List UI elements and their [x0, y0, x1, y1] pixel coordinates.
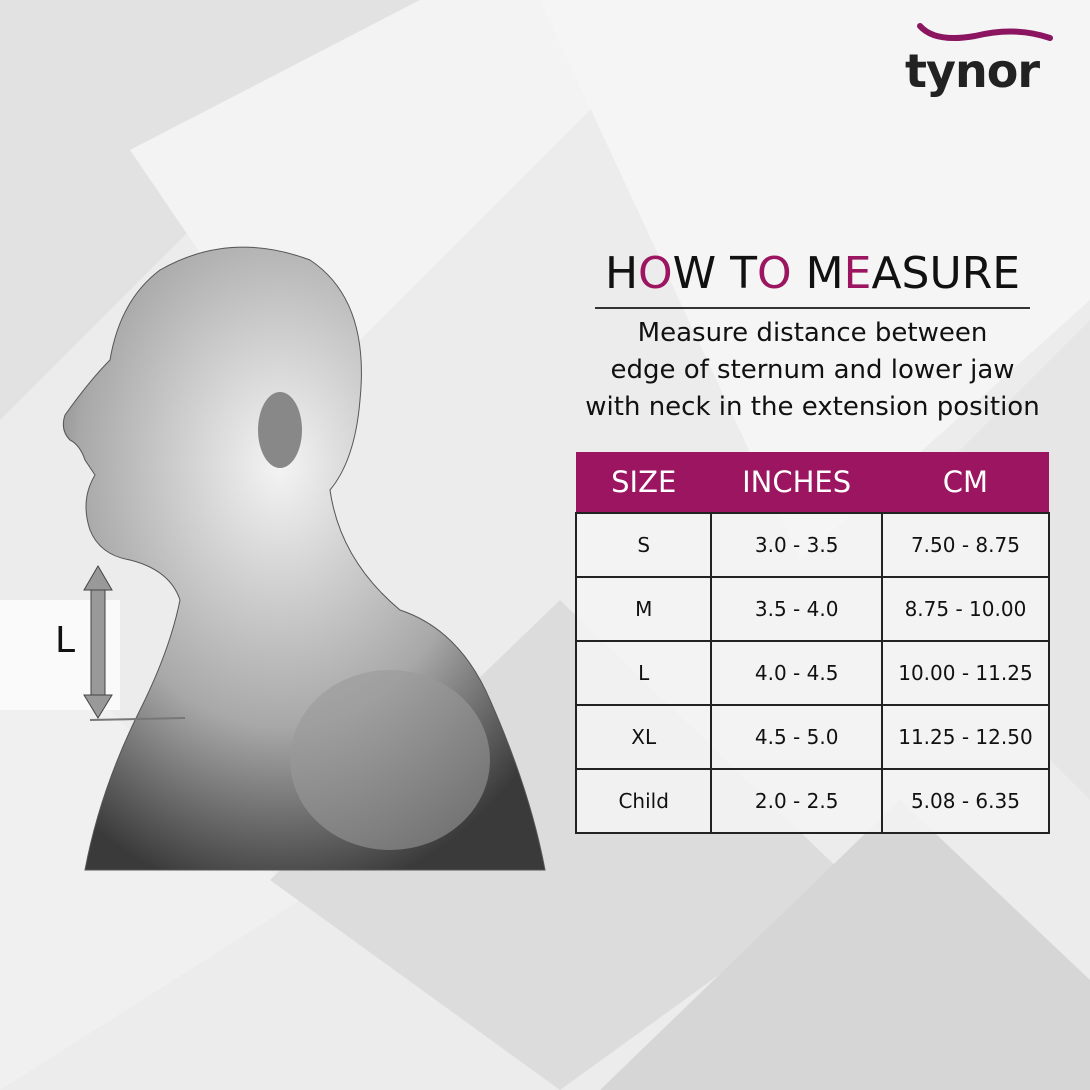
header-size: SIZE	[576, 452, 712, 513]
cell-inches: 2.0 - 2.5	[710, 768, 883, 834]
cell-inches: 3.5 - 4.0	[710, 576, 883, 642]
instruction-line: with neck in the extension position	[585, 392, 1040, 422]
title-segment-accent: O	[757, 248, 792, 299]
header-cm: CM	[881, 452, 1049, 513]
title-divider	[595, 307, 1030, 309]
size-chart-table: SIZE INCHES CM S 3.0 - 3.5 7.50 - 8.75 M 3.…	[574, 452, 1051, 834]
cell-inches: 4.0 - 4.5	[710, 640, 883, 706]
cell-size: M	[574, 576, 713, 642]
head-illustration	[62, 246, 546, 871]
cell-size: XL	[574, 704, 713, 770]
cell-cm: 7.50 - 8.75	[880, 512, 1051, 578]
logo-swoosh-icon	[917, 23, 1053, 41]
instruction-line: Measure distance between	[637, 318, 988, 348]
table-row: L 4.0 - 4.5 10.00 - 11.25	[574, 640, 1051, 706]
cell-cm: 11.25 - 12.50	[880, 704, 1051, 770]
cell-inches: 3.0 - 3.5	[710, 512, 883, 578]
instructions: Measure distance between edge of sternum…	[550, 315, 1075, 426]
logo-text: tynor	[905, 44, 1040, 98]
title-segment: M	[791, 248, 844, 299]
table-row: S 3.0 - 3.5 7.50 - 8.75	[574, 512, 1051, 578]
header-inches: INCHES	[711, 452, 882, 513]
cell-cm: 8.75 - 10.00	[880, 576, 1051, 642]
title-segment-accent: O	[638, 248, 673, 299]
cell-size: S	[574, 512, 713, 578]
table-row: M 3.5 - 4.0 8.75 - 10.00	[574, 576, 1051, 642]
page-title: HOW TO MEASURE	[590, 248, 1035, 299]
title-segment-accent: E	[843, 248, 872, 299]
cell-cm: 5.08 - 6.35	[880, 768, 1051, 834]
table-row: Child 2.0 - 2.5 5.08 - 6.35	[574, 768, 1051, 834]
title-segment: H	[604, 248, 639, 299]
measure-label: L	[55, 620, 76, 661]
title-segment: W T	[672, 248, 758, 299]
brand-logo: tynor	[905, 18, 1065, 98]
cell-cm: 10.00 - 11.25	[880, 640, 1051, 706]
cell-size: L	[574, 640, 713, 706]
instruction-line: edge of sternum and lower jaw	[610, 355, 1015, 385]
cell-size: Child	[574, 768, 713, 834]
table-row: XL 4.5 - 5.0 11.25 - 12.50	[574, 704, 1051, 770]
cell-inches: 4.5 - 5.0	[710, 704, 883, 770]
table-header-row: SIZE INCHES CM	[576, 452, 1049, 513]
measure-arrow-icon	[83, 565, 113, 719]
title-segment: ASURE	[871, 248, 1021, 299]
